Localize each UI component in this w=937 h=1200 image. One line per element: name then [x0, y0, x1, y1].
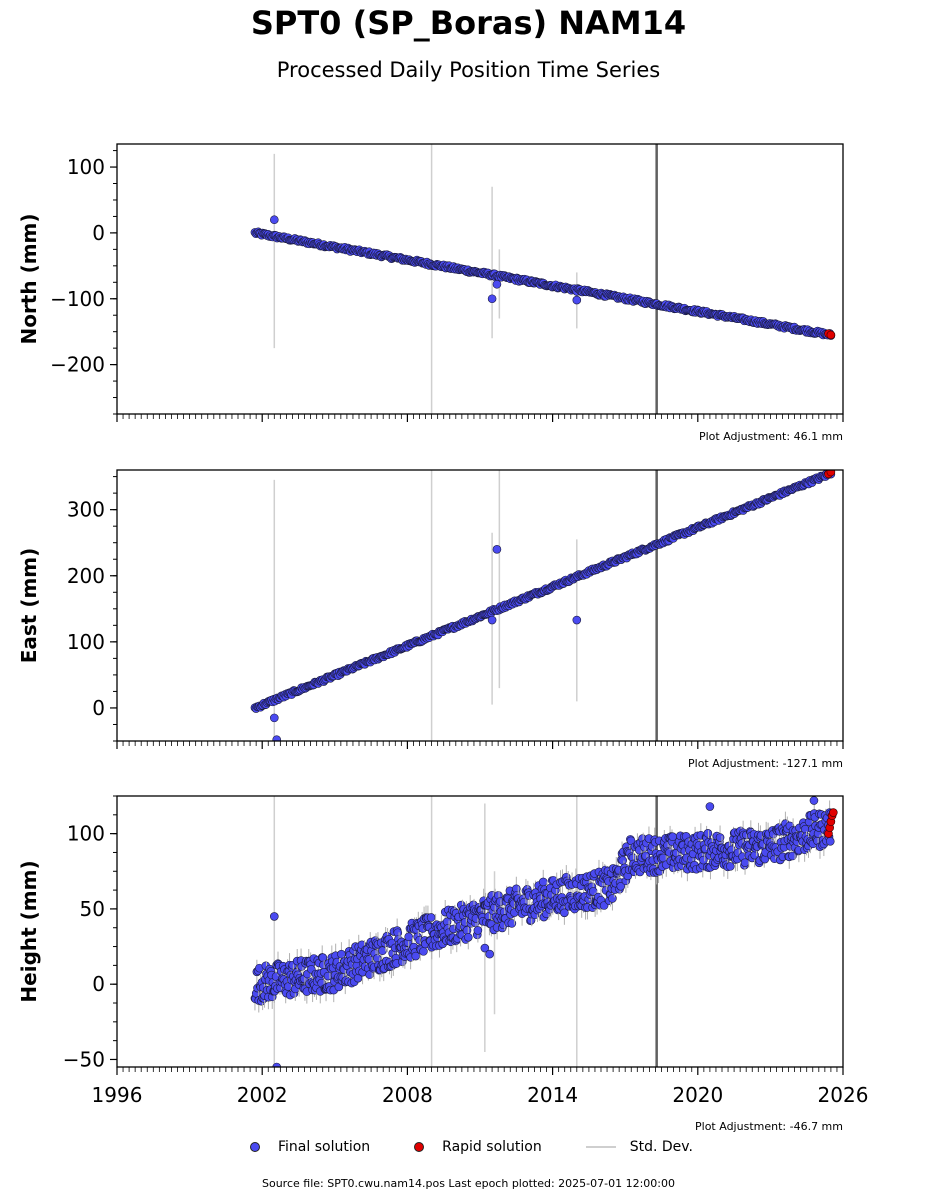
final-outlier-point — [272, 735, 282, 741]
y-tick-label: 0 — [92, 696, 105, 720]
y-tick-label: 0 — [92, 221, 105, 245]
final-outlier-point — [485, 949, 494, 959]
final-outlier-point — [487, 615, 497, 625]
x-tick-label: 2026 — [818, 1083, 869, 1107]
final-outlier-point — [572, 295, 582, 305]
x-tick-label: 2002 — [237, 1083, 288, 1107]
page-subtitle: Processed Daily Position Time Series — [276, 58, 661, 82]
panel-1: 100 0 −100 −200 North (mm) Plot Adjustment: 4… — [17, 143, 844, 443]
legend-std-label: Std. Dev. — [629, 1139, 693, 1155]
final-point — [616, 882, 626, 891]
rapid-point — [826, 330, 836, 340]
rapid-point — [829, 808, 838, 817]
final-outlier-point — [487, 294, 497, 304]
y-tick-label: 200 — [67, 564, 105, 588]
final-outlier-point — [269, 912, 279, 921]
final-point — [404, 932, 414, 942]
final-solution-marker-icon — [250, 1142, 260, 1152]
final-outlier-point — [809, 796, 819, 805]
legend-std: Std. Dev. — [585, 1139, 693, 1155]
plot-adjustment: Plot Adjustment: -46.7 mm — [695, 1120, 843, 1133]
plot-area — [250, 144, 836, 414]
final-point — [507, 919, 517, 928]
legend-rapid-label: Rapid solution — [442, 1139, 542, 1155]
y-tick-label: 300 — [67, 498, 105, 522]
final-point — [463, 932, 473, 942]
legend-final: Final solution — [250, 1139, 370, 1155]
final-point — [560, 908, 569, 918]
y-tick-label: 50 — [80, 897, 105, 921]
final-outlier-point — [480, 943, 490, 953]
final-outlier-point — [269, 215, 279, 225]
final-outlier-point — [705, 802, 715, 811]
legend-rapid: Rapid solution — [414, 1139, 542, 1155]
y-tick-label: 0 — [92, 972, 105, 996]
y-axis-label: Height (mm) — [17, 860, 41, 1002]
panel-frame — [116, 143, 844, 415]
y-tick-label: 100 — [67, 630, 105, 654]
panel-3: 100 50 0 −50 1996 2002 2008 2014 2020 2026 Height … — [17, 795, 869, 1133]
plot-adjustment: Plot Adjustment: -127.1 mm — [688, 757, 843, 770]
std-dev-line-icon — [585, 1146, 616, 1148]
page-title: SPT0 (SP_Boras) NAM14 — [250, 4, 687, 42]
y-tick-label: 100 — [67, 822, 105, 846]
plot-area — [250, 470, 836, 741]
final-point — [715, 833, 725, 842]
plot-adjustment: Plot Adjustment: 46.1 mm — [699, 430, 843, 443]
final-point — [337, 949, 346, 959]
final-point — [788, 851, 797, 861]
x-tick-label: 2020 — [672, 1083, 723, 1107]
final-point — [618, 856, 627, 865]
final-outlier-point — [492, 545, 502, 554]
legend-final-label: Final solution — [278, 1139, 371, 1155]
final-point — [740, 858, 750, 867]
rapid-point — [826, 470, 836, 477]
final-point — [538, 877, 548, 887]
y-axis-label: North (mm) — [17, 213, 41, 344]
panel-2: 300 200 100 0 East (mm) Plot Adjustment: -127… — [17, 469, 844, 770]
final-point — [726, 862, 735, 871]
x-tick-label: 1996 — [92, 1083, 143, 1107]
final-point — [825, 837, 835, 846]
y-tick-label: −200 — [50, 353, 105, 377]
legend: Final solution Rapid solution Std. Dev. — [250, 1136, 737, 1158]
final-outlier-point — [572, 615, 582, 625]
y-tick-label: 100 — [67, 155, 105, 179]
final-outlier-point — [272, 1062, 282, 1067]
final-point — [419, 947, 428, 956]
x-tick-label: 2014 — [527, 1083, 578, 1107]
plot-area — [250, 796, 838, 1067]
final-point — [703, 829, 713, 838]
rapid-solution-marker-icon — [414, 1142, 425, 1152]
final-point — [699, 855, 708, 865]
final-point — [473, 926, 483, 935]
final-point — [426, 913, 436, 922]
final-point — [378, 946, 387, 956]
y-tick-label: −100 — [50, 287, 105, 311]
final-outlier-point — [269, 713, 279, 723]
source-footer: Source file: SPT0.cwu.nam14.pos Last epo… — [261, 1177, 675, 1190]
final-point — [323, 971, 333, 981]
y-tick-label: −50 — [63, 1047, 105, 1071]
y-axis-label: East (mm) — [17, 548, 41, 664]
final-outlier-point — [492, 279, 502, 289]
final-point — [608, 894, 617, 903]
final-point — [626, 836, 636, 846]
x-tick-label: 2008 — [382, 1083, 433, 1107]
